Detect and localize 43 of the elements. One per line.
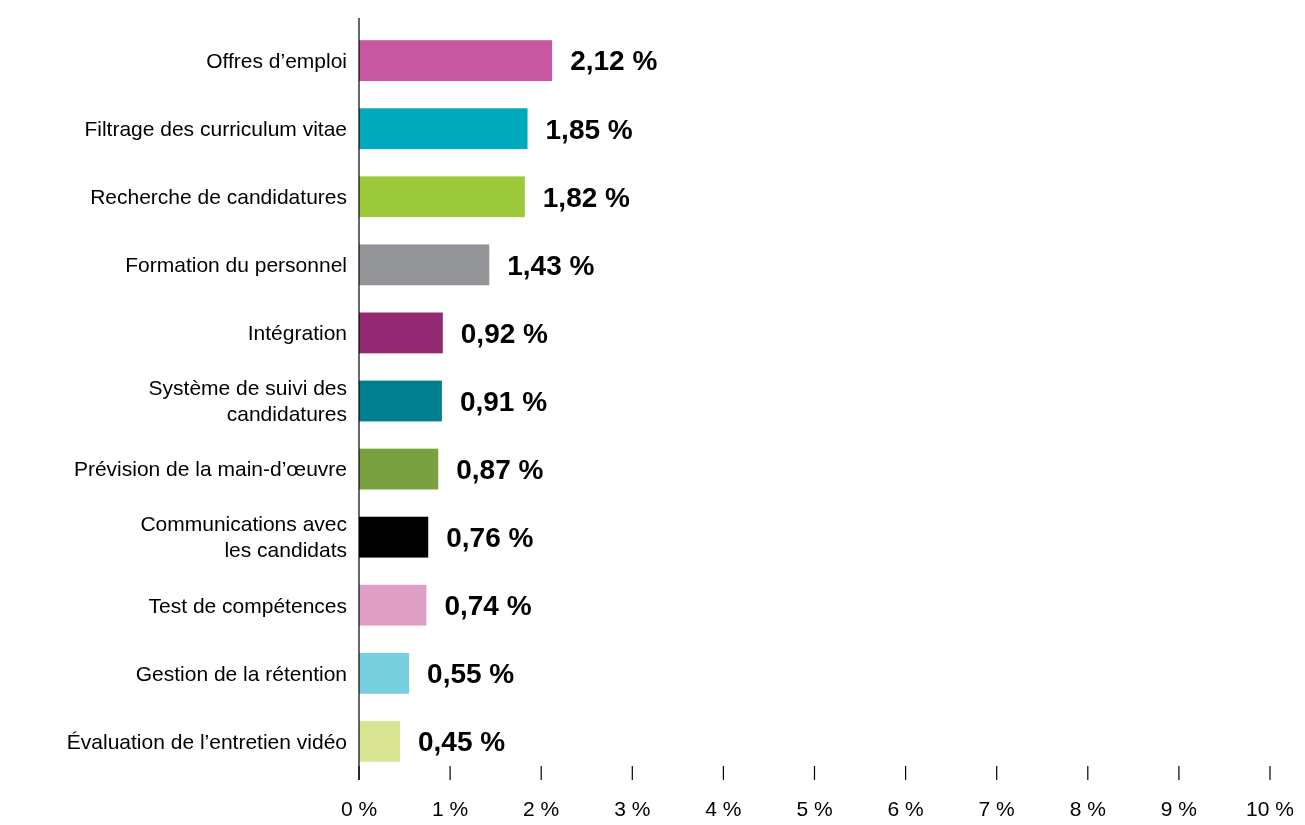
bar <box>359 108 528 150</box>
y-tick-label: Intégration <box>247 321 347 345</box>
y-tick-label: Test de compétences <box>148 593 347 617</box>
bar <box>359 312 443 354</box>
data-label: 0,45 % <box>417 726 506 758</box>
x-tick-label: 5 % <box>796 797 833 820</box>
y-tick-label: Communications avec les candidats <box>140 512 347 562</box>
x-tick-label: 7 % <box>978 797 1015 820</box>
data-label: 0,91 % <box>459 385 548 417</box>
y-tick-label: Prévision de la main-d’œuvre <box>73 457 347 481</box>
data-label: 2,12 % <box>570 45 658 77</box>
data-label: 1,85 % <box>545 113 633 145</box>
y-tick-label: Gestion de la rétention <box>135 661 347 685</box>
x-tick-label: 9 % <box>1160 797 1197 820</box>
x-tick-label: 1 % <box>432 797 469 820</box>
bar <box>359 40 553 82</box>
data-label: 1,43 % <box>507 249 595 281</box>
bar <box>359 448 439 490</box>
bar <box>359 720 400 762</box>
y-tick-label: Système de suivi des candidatures <box>148 376 347 426</box>
data-label: 0,76 % <box>446 521 534 553</box>
x-tick-label: 2 % <box>523 797 560 820</box>
x-tick-label: 8 % <box>1069 797 1106 820</box>
x-tick-label: 3 % <box>614 797 651 820</box>
data-label: 0,55 % <box>427 658 515 690</box>
y-tick-label: Formation du personnel <box>125 253 347 277</box>
y-tick-label: Évaluation de l’entretien vidéo <box>66 729 347 753</box>
y-tick-label: Filtrage des curriculum vitae <box>84 117 347 141</box>
bar <box>359 244 490 286</box>
x-tick-label: 6 % <box>887 797 924 820</box>
x-tick-label: 0 % <box>340 797 378 820</box>
y-tick-label: Recherche de candidatures <box>90 185 347 209</box>
bar <box>359 176 525 218</box>
data-label: 0,74 % <box>444 590 532 622</box>
data-label: 1,82 % <box>542 181 631 213</box>
data-label: 0,92 % <box>460 317 549 349</box>
x-tick-label: 4 % <box>705 797 742 820</box>
x-tick-label: 10 % <box>1246 797 1294 820</box>
bar <box>359 380 442 422</box>
y-tick-label: Offres d’emploi <box>206 48 347 72</box>
bar <box>359 584 427 626</box>
data-label: 0,87 % <box>456 453 544 485</box>
bar <box>359 652 410 694</box>
